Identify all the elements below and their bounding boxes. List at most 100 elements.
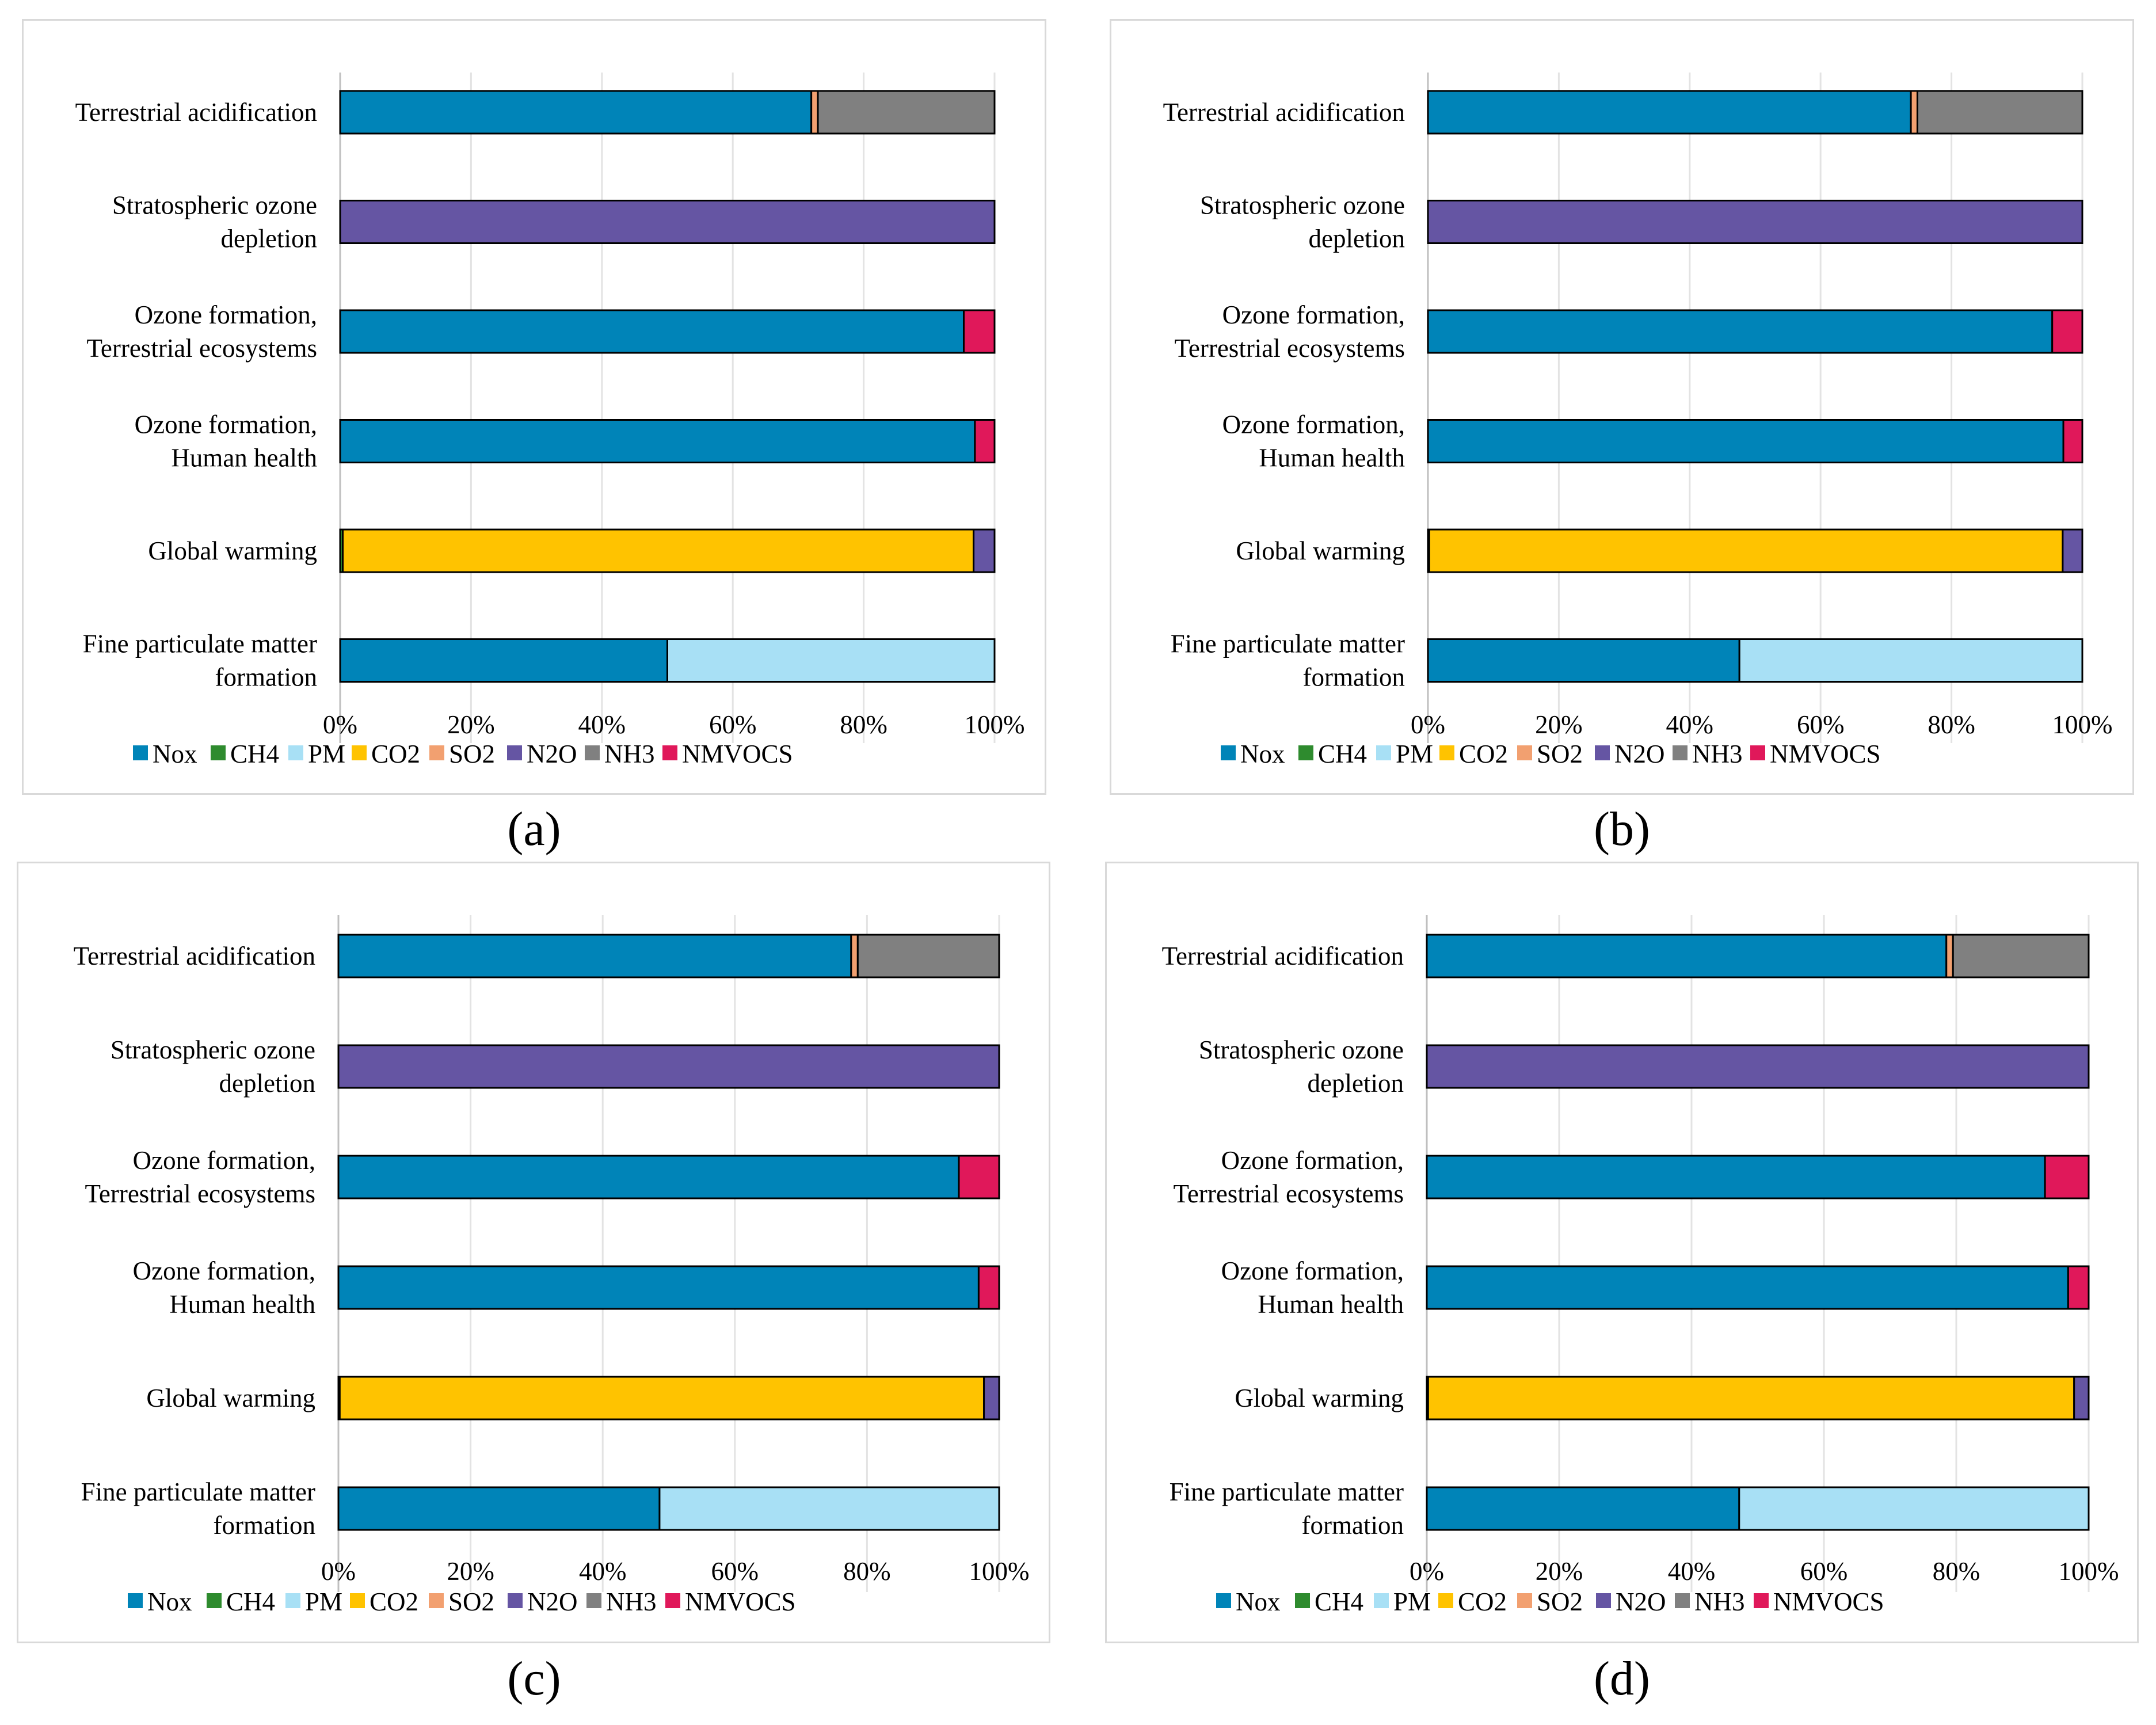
legend-label-nmvocs: NMVOCS [1773, 1587, 1884, 1616]
legend-swatch-pm [1376, 745, 1391, 760]
legend-swatch-so2 [429, 1593, 444, 1608]
category-label: Terrestrial acidification [1163, 98, 1405, 127]
category-label: Ozone formation, Terrestrial ecosystems [85, 1146, 315, 1208]
bar-segment-nh3 [817, 90, 996, 135]
bar-segment-n2o [337, 1044, 1000, 1089]
legend-label-pm: PM [1396, 740, 1433, 768]
x-tick-label: 80% [843, 1557, 891, 1586]
caption-a: (a) [507, 802, 561, 856]
x-tick-label: 40% [579, 1557, 627, 1586]
x-tick-label: 20% [1535, 710, 1583, 739]
chart-svg: 0% 20% 40% 60% 80% 100% Terrestrial acidificat… [1163, 73, 2113, 768]
bar-segment-pm [1738, 1486, 2090, 1531]
bar-segment-nox [337, 1155, 960, 1199]
bar-segment-n2o [1427, 200, 2083, 244]
bar-segment-nmvocs [2051, 309, 2083, 354]
x-tick-label: 100% [2052, 710, 2113, 739]
legend-label-ch4: CH4 [226, 1587, 275, 1616]
x-tick-label: 20% [447, 1557, 494, 1586]
legend-label-ch4: CH4 [1318, 740, 1367, 768]
bar-segment-nmvocs [958, 1155, 1000, 1199]
legend-swatch-ch4 [207, 1593, 222, 1608]
legend-swatch-nh3 [1673, 745, 1688, 760]
legend-label-co2: CO2 [370, 1587, 418, 1616]
x-tick-label: 60% [711, 1557, 759, 1586]
x-tick-label: 40% [1668, 1557, 1716, 1586]
bar-segment-n2o [2073, 1376, 2090, 1421]
bar-segment-co2 [342, 528, 975, 573]
chart-svg: 0% 20% 40% 60% 80% 100% Terrestrial acidificat… [1162, 915, 2119, 1616]
bar-segment-so2 [1945, 934, 1954, 978]
legend-label-pm: PM [1393, 1587, 1431, 1616]
chart-panel-a: 0% 20% 40% 60% 80% 100% Terrestrial acidificat… [22, 19, 1046, 795]
bar-segment-nox [1427, 309, 2054, 354]
category-label: Terrestrial acidification [1162, 942, 1404, 970]
x-tick-label: 0% [321, 1557, 356, 1586]
legend-label-pm: PM [308, 740, 345, 768]
category-label: Terrestrial acidification [75, 98, 317, 127]
category-label: Fine particulate matter formation [83, 630, 317, 692]
category-label: Ozone formation, Terrestrial ecosystems [87, 300, 317, 363]
bar-segment-nox [337, 1265, 980, 1310]
legend-swatch-nmvocs [665, 1593, 680, 1608]
legend-swatch-so2 [1517, 1593, 1532, 1608]
bar-segment-pm [666, 638, 996, 683]
legend-label-nh3: NH3 [1692, 740, 1743, 768]
category-label: Global warming [146, 1384, 315, 1412]
x-tick-label: 60% [1797, 710, 1845, 739]
legend-swatch-co2 [1438, 1593, 1453, 1608]
x-tick-label: 20% [447, 710, 495, 739]
x-tick-label: 20% [1536, 1557, 1583, 1586]
chart-svg: 0% 20% 40% 60% 80% 100% Terrestrial acidificat… [75, 73, 1025, 768]
category-label: Fine particulate matter formation [1171, 630, 1405, 692]
bar-segment-n2o [973, 528, 996, 573]
legend-label-n2o: N2O [527, 740, 577, 768]
legend-label-so2: SO2 [449, 740, 495, 768]
chart-panel-d: 0% 20% 40% 60% 80% 100% Terrestrial acidificat… [1105, 862, 2139, 1643]
bar-segment-n2o [339, 200, 996, 244]
legend-label-nox: Nox [1240, 740, 1285, 768]
bar-segment-nmvocs [2044, 1155, 2090, 1199]
bar-segment-n2o [2062, 528, 2083, 573]
x-tick-label: 60% [1800, 1557, 1848, 1586]
legend-label-nmvocs: NMVOCS [1770, 740, 1881, 768]
caption-b: (b) [1594, 802, 1650, 856]
bar-segment-nox [339, 309, 965, 354]
category-label: Fine particulate matter formation [81, 1478, 315, 1540]
x-tick-label: 40% [578, 710, 626, 739]
bar-segment-co2 [338, 1376, 985, 1421]
bar-segment-co2 [1428, 528, 2064, 573]
bar-segment-nmvocs [974, 419, 996, 463]
legend-swatch-pm [285, 1593, 300, 1608]
legend-swatch-nox [1221, 745, 1236, 760]
chart-panel-b: 0% 20% 40% 60% 80% 100% Terrestrial acidificat… [1110, 19, 2134, 795]
legend-swatch-pm [288, 745, 303, 760]
bar-segment-nmvocs [977, 1265, 1000, 1310]
category-label: Ozone formation, Terrestrial ecosystems [1174, 1146, 1404, 1208]
legend-swatch-co2 [350, 1593, 365, 1608]
legend-label-nh3: NH3 [604, 740, 655, 768]
x-tick-label: 80% [1933, 1557, 1980, 1586]
legend-swatch-so2 [429, 745, 444, 760]
legend-label-n2o: N2O [1616, 1587, 1666, 1616]
legend-label-nmvocs: NMVOCS [685, 1587, 796, 1616]
bar-segment-nox [1426, 1155, 2046, 1199]
bar-segment-nox [1427, 638, 1740, 683]
legend-label-so2: SO2 [1537, 740, 1583, 768]
legend-swatch-nh3 [586, 1593, 601, 1608]
legend-swatch-nh3 [1675, 1593, 1690, 1608]
category-label: Stratospheric ozone depletion [1199, 1035, 1404, 1098]
category-label: Ozone formation, Human health [133, 1256, 315, 1319]
legend-label-nh3: NH3 [606, 1587, 657, 1616]
legend-swatch-nmvocs [1754, 1593, 1769, 1608]
bar-segment-nox [1426, 934, 1948, 978]
legend-swatch-nox [128, 1593, 143, 1608]
category-label: Fine particulate matter formation [1170, 1478, 1404, 1540]
category-label: Ozone formation, Human health [1221, 1256, 1404, 1319]
bar-segment-nmvocs [2067, 1265, 2090, 1310]
bar-segment-n2o [1426, 1044, 2090, 1089]
bar-segment-nox [339, 419, 976, 463]
x-tick-label: 40% [1666, 710, 1714, 739]
category-label: Stratospheric ozone depletion [1200, 191, 1405, 253]
x-tick-label: 0% [1410, 1557, 1444, 1586]
